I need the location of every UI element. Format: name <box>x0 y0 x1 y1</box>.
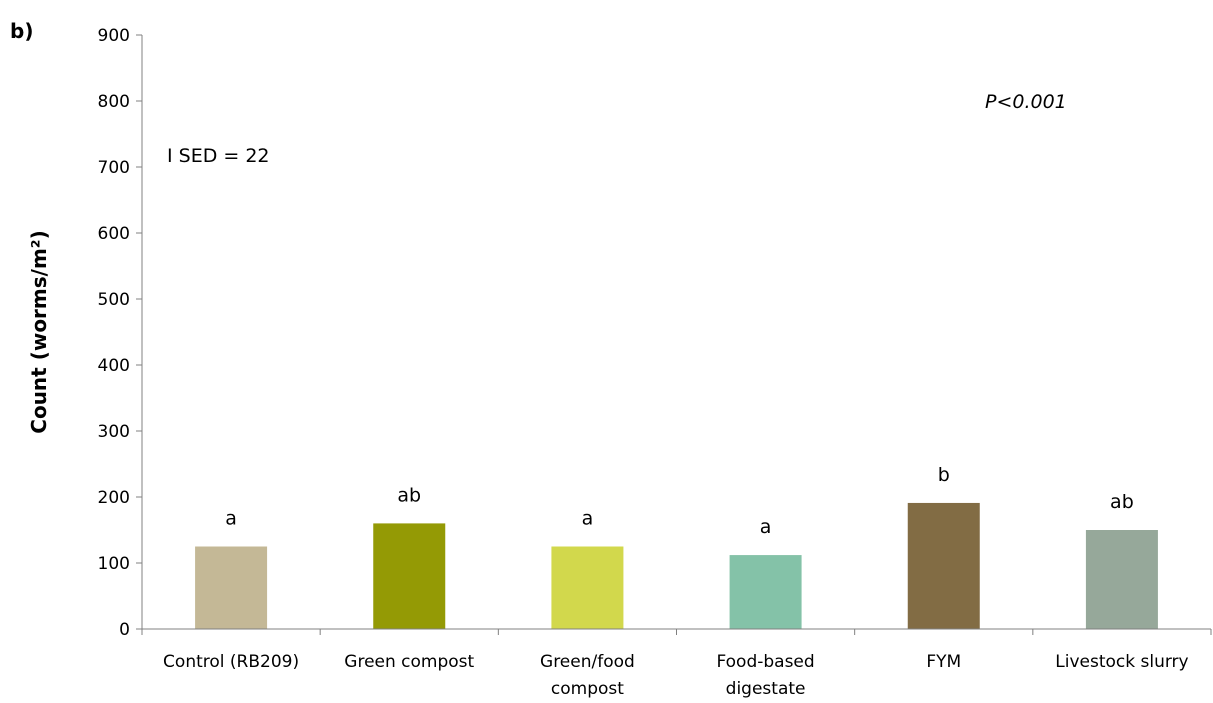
x-axis-categories: Control (RB209) Green compost Green/food co… <box>141 629 1212 699</box>
significance-letter: ab <box>397 484 421 506</box>
x-category-label: Control (RB209) <box>163 652 299 672</box>
bar <box>729 555 802 629</box>
panel-label: b) <box>10 19 33 43</box>
significance-letter: a <box>582 508 594 530</box>
y-tick-label: 700 <box>98 158 130 178</box>
x-category-label: FYM <box>926 652 961 672</box>
bar <box>551 546 624 629</box>
y-axis-ticks: 0 100 200 300 400 500 600 700 800 900 <box>98 26 142 640</box>
p-value-annotation: P<0.001 <box>985 91 1067 113</box>
y-tick-label: 600 <box>98 224 130 244</box>
significance-letter: b <box>938 464 950 486</box>
bar <box>373 523 446 629</box>
y-tick-label: 800 <box>98 92 130 112</box>
y-tick-label: 300 <box>98 422 130 442</box>
significance-letter: ab <box>1110 491 1134 513</box>
sed-annotation: I SED = 22 <box>167 145 270 167</box>
x-category-label: Green compost <box>344 652 474 672</box>
x-category-label: Green/food compost <box>540 652 635 699</box>
y-tick-label: 100 <box>98 554 130 574</box>
bar <box>1085 530 1158 629</box>
bar <box>907 502 980 629</box>
y-axis-label: Count (worms/m²) <box>27 230 51 433</box>
bars-group <box>195 502 1158 629</box>
bar <box>195 546 268 629</box>
y-tick-label: 0 <box>119 620 130 640</box>
significance-letter: a <box>225 508 237 530</box>
x-category-label: Livestock slurry <box>1055 652 1188 672</box>
y-tick-label: 900 <box>98 26 130 46</box>
x-category-label: Food-based digestate <box>716 652 814 699</box>
y-tick-label: 500 <box>98 290 130 310</box>
y-tick-label: 200 <box>98 488 130 508</box>
significance-letter: a <box>760 516 772 538</box>
y-tick-label: 400 <box>98 356 130 376</box>
